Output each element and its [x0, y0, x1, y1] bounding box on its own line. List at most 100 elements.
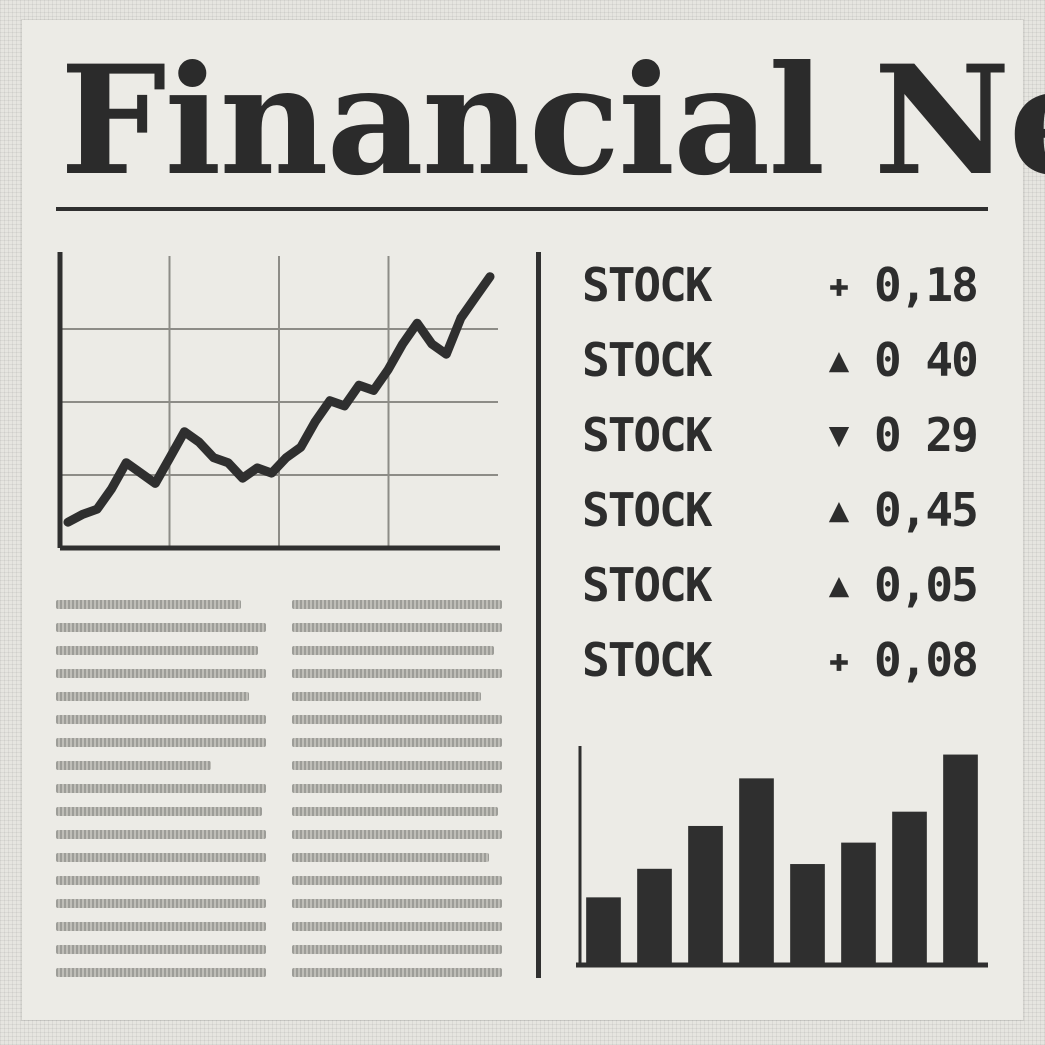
ticker-up-plus-icon: ✚ — [828, 265, 850, 305]
ticker-row: STOCK ▲ 0,45 — [582, 480, 992, 555]
article-text-line — [56, 669, 266, 678]
bar — [739, 778, 774, 964]
line-point — [385, 366, 392, 373]
ticker-label: STOCK — [582, 558, 712, 612]
line-point — [152, 480, 159, 487]
article-text-line — [292, 945, 502, 954]
article-text-line — [292, 853, 490, 862]
ticker-value: 0,18 — [874, 258, 979, 312]
bar — [790, 864, 825, 964]
article-text-line — [56, 692, 250, 701]
line-point — [399, 340, 406, 347]
article-text-line — [56, 784, 266, 793]
line-point — [79, 511, 86, 518]
line-point — [341, 402, 348, 409]
article-text-line — [292, 600, 502, 609]
column-divider — [536, 252, 541, 978]
line-point — [487, 273, 493, 280]
ticker-label: STOCK — [582, 333, 712, 387]
line-point — [239, 475, 246, 482]
ticker-up-plus-icon: ✚ — [828, 640, 850, 680]
article-text-line — [292, 646, 494, 655]
article-text-line — [56, 738, 266, 747]
line-point — [166, 454, 173, 461]
masthead-title: Financial News — [60, 33, 1045, 209]
article-text-line — [292, 876, 502, 885]
article-text-line — [56, 715, 266, 724]
line-point — [472, 294, 479, 301]
ticker-value: 0,08 — [874, 633, 979, 687]
bar — [892, 811, 927, 964]
line-point — [414, 320, 421, 327]
article-text-line — [292, 807, 498, 816]
ticker-label: STOCK — [582, 633, 712, 687]
ticker-label: STOCK — [582, 483, 712, 537]
line-point — [457, 315, 464, 322]
ticker-down-icon: ▼ — [828, 415, 850, 455]
line-point — [443, 351, 450, 358]
bar-chart-bars — [586, 754, 978, 964]
line-point — [283, 454, 290, 461]
ticker-up-icon: ▲ — [828, 565, 850, 605]
article-text-line — [292, 715, 502, 724]
article-text-line — [292, 623, 502, 632]
line-point — [370, 387, 377, 394]
article-column-right — [292, 600, 502, 991]
article-text-line — [292, 784, 502, 793]
article-column-left — [56, 600, 266, 991]
bar — [841, 842, 876, 964]
ticker-value: 0,45 — [874, 483, 979, 537]
line-point — [312, 418, 319, 425]
article-text-line — [56, 968, 266, 977]
article-text-line — [56, 830, 266, 839]
ticker-row: STOCK ✚ 0,08 — [582, 630, 992, 705]
line-point — [137, 470, 144, 477]
line-point — [428, 340, 435, 347]
ticker-value: 0 29 — [874, 408, 979, 462]
line-point — [326, 397, 333, 404]
ticker-value: 0,05 — [874, 558, 979, 612]
line-point — [297, 444, 304, 451]
ticker-row: STOCK ✚ 0,18 — [582, 255, 992, 330]
article-text-line — [292, 692, 481, 701]
line-point — [225, 459, 232, 466]
bar-chart — [576, 746, 988, 968]
line-point — [123, 459, 130, 466]
line-chart — [57, 252, 500, 551]
bar-chart-axes — [576, 746, 988, 968]
article-text-line — [292, 968, 502, 977]
bar — [586, 897, 621, 964]
article-text-line — [56, 600, 241, 609]
line-point — [94, 506, 101, 513]
ticker-row: STOCK ▲ 0,05 — [582, 555, 992, 630]
article-text-line — [56, 853, 266, 862]
line-point — [210, 454, 217, 461]
line-point — [254, 464, 261, 471]
article-text-line — [292, 830, 502, 839]
article-text-line — [56, 876, 260, 885]
article-text-line — [56, 922, 266, 931]
article-text-line — [56, 646, 258, 655]
article-text-line — [56, 945, 266, 954]
article-text-line — [292, 669, 502, 678]
masthead-rule — [56, 207, 988, 211]
ticker-row: STOCK ▲ 0 40 — [582, 330, 992, 405]
ticker-value: 0 40 — [874, 333, 979, 387]
ticker-row: STOCK ▼ 0 29 — [582, 405, 992, 480]
ticker-label: STOCK — [582, 408, 712, 462]
article-text-line — [56, 761, 212, 770]
stock-ticker-list: STOCK ✚ 0,18 STOCK ▲ 0 40 STOCK ▼ 0 29 STOCK ▲ 0,45… — [582, 255, 992, 705]
line-chart-axes — [57, 252, 500, 551]
article-text-line — [56, 807, 262, 816]
article-text-line — [56, 623, 266, 632]
ticker-label: STOCK — [582, 258, 712, 312]
article-text-line — [292, 761, 502, 770]
line-point — [181, 428, 188, 435]
line-chart-grid — [60, 256, 498, 548]
bar — [688, 825, 723, 964]
line-point — [356, 382, 363, 389]
line-point — [195, 439, 202, 446]
ticker-up-icon: ▲ — [828, 340, 850, 380]
line-point — [268, 470, 275, 477]
